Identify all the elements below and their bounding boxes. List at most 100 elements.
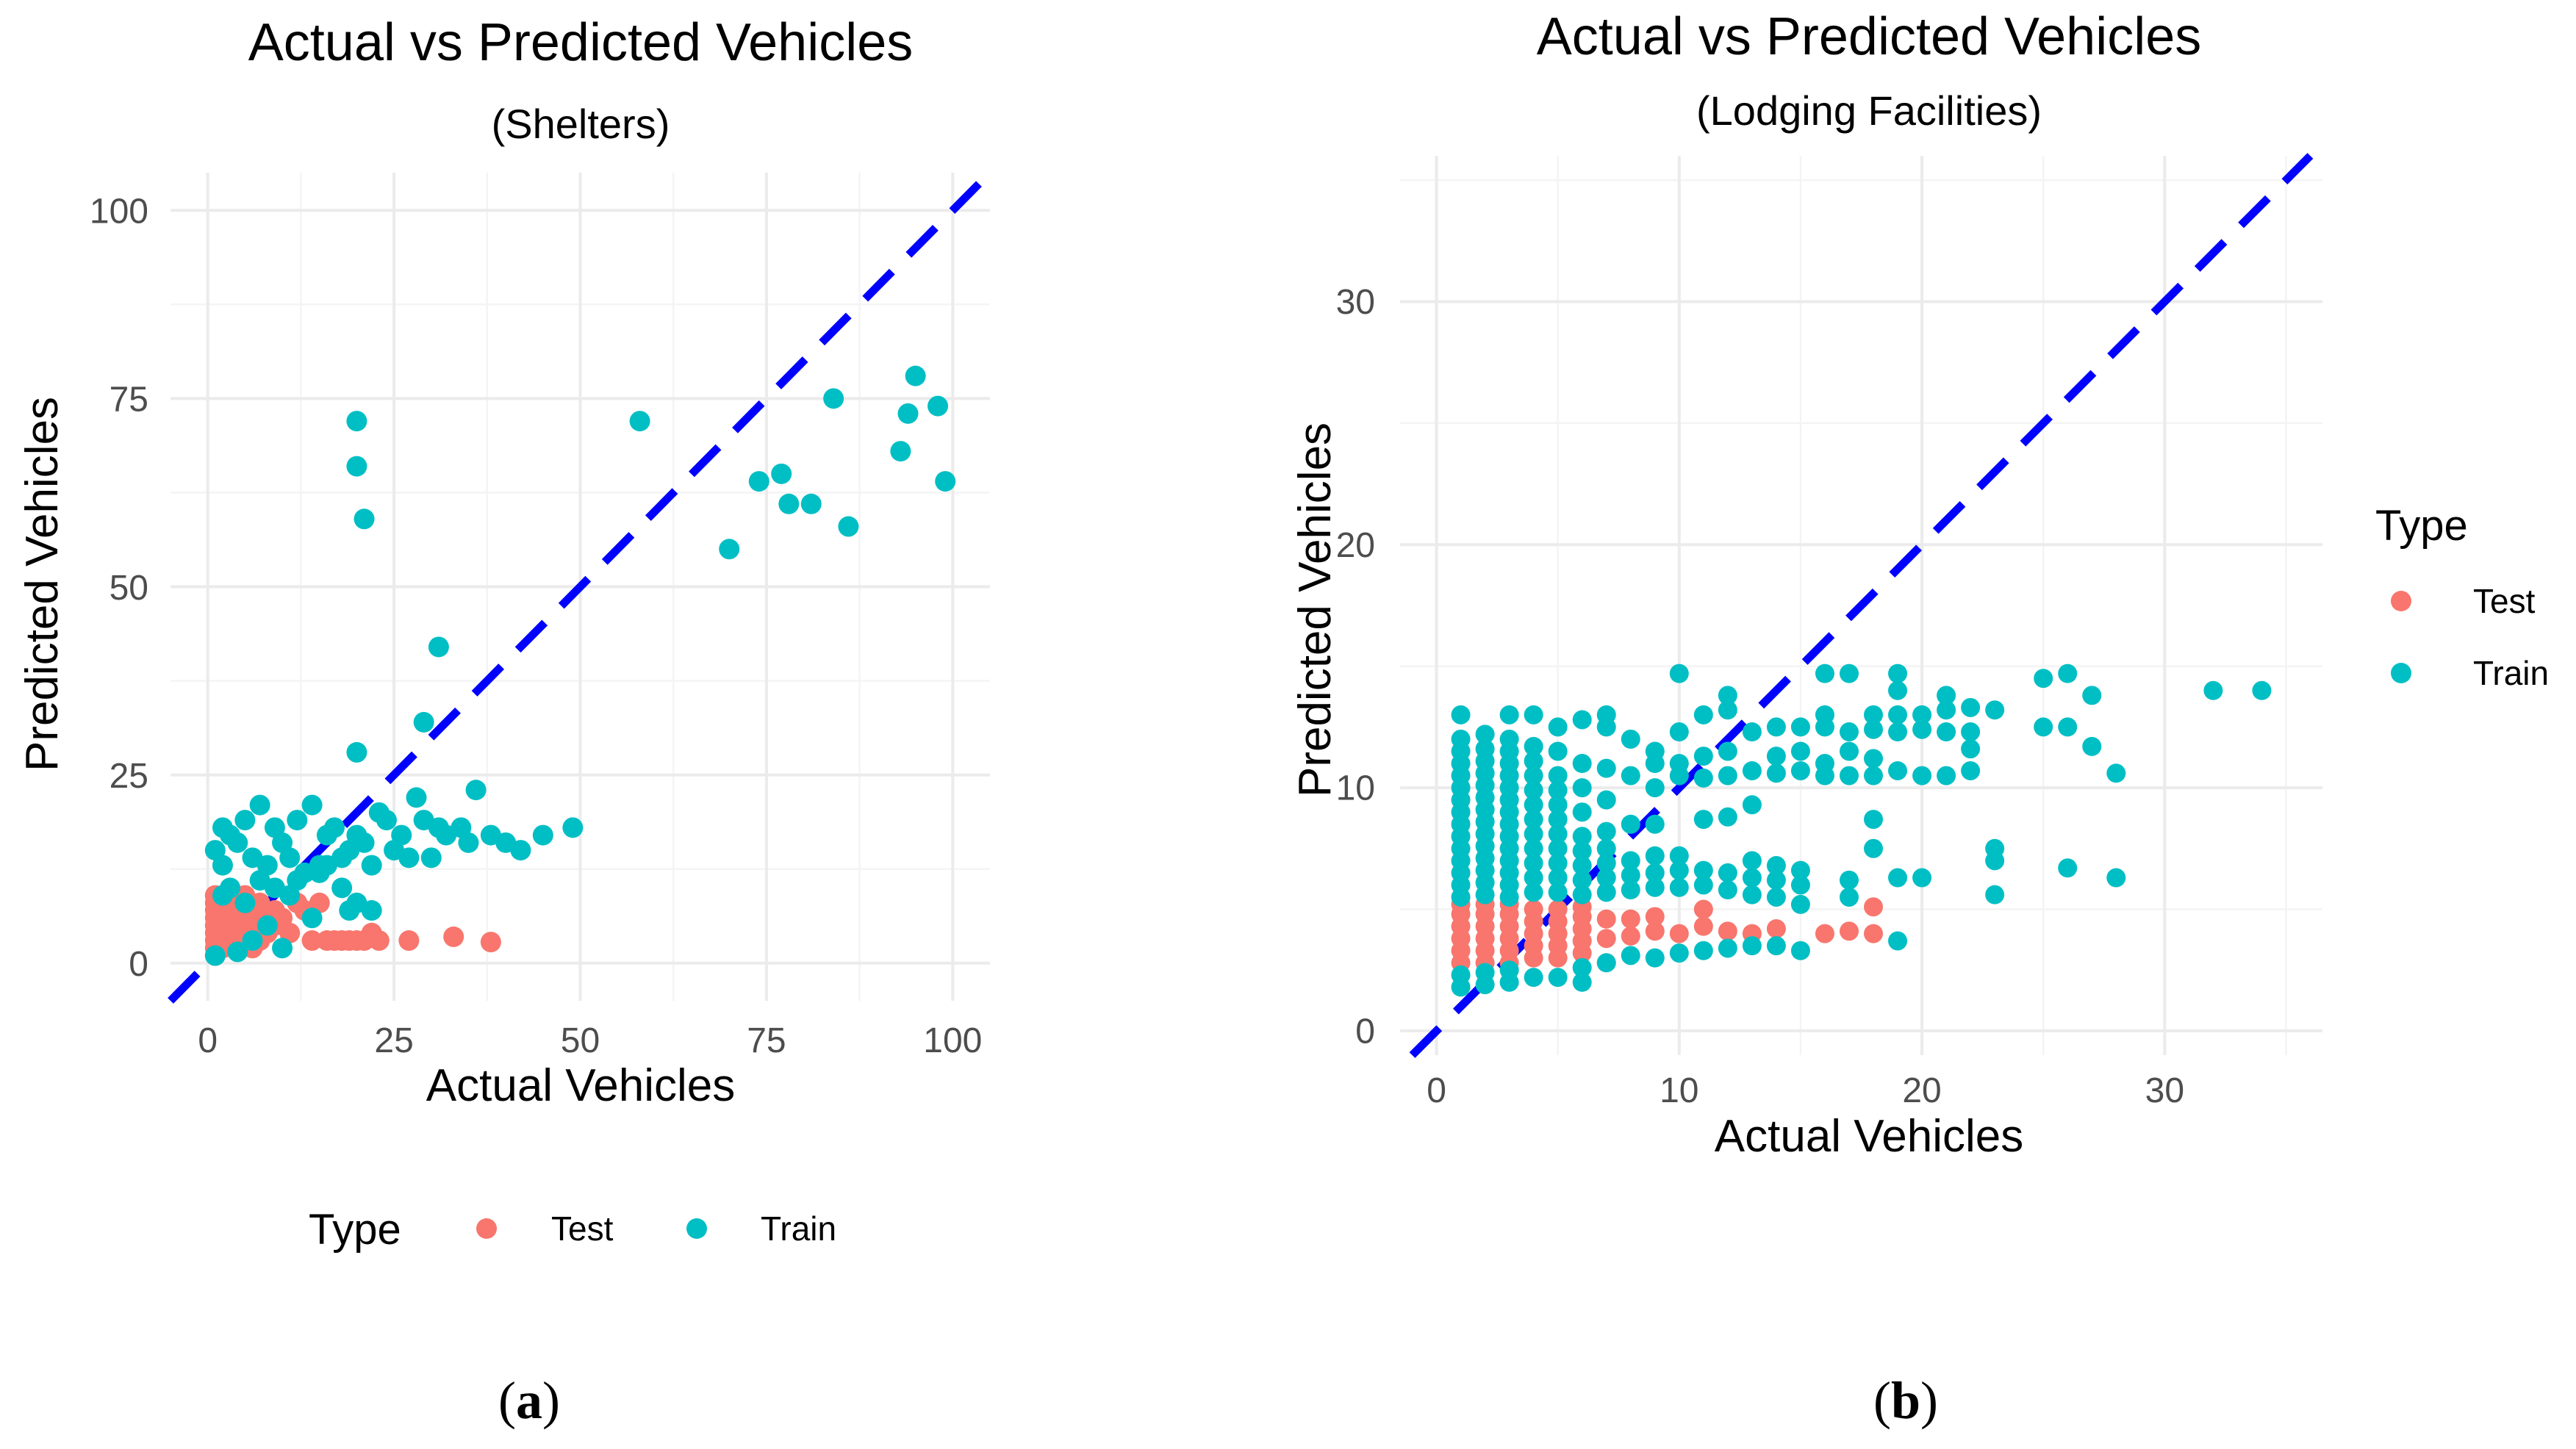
point-train [510, 840, 531, 861]
point-train [1693, 941, 1713, 960]
point-train [1718, 766, 1737, 785]
point-train [227, 832, 248, 853]
point-train [1621, 866, 1640, 885]
point-train [1524, 751, 1543, 771]
point-train [1475, 963, 1495, 982]
panel-b-tick-labels: 0 10 20 30 0 10 20 30 [1336, 283, 2184, 1110]
point-train [2058, 717, 2078, 737]
y-tick-label: 0 [129, 945, 148, 984]
point-train [1766, 887, 1786, 907]
point-train [1475, 739, 1495, 759]
y-tick-label: 20 [1336, 526, 1375, 565]
legend-test-marker [2391, 591, 2411, 611]
point-train [1742, 722, 1762, 742]
point-train [1572, 870, 1592, 890]
point-train [391, 824, 412, 846]
panel-b-caption-letter: b [1891, 1371, 1920, 1430]
point-train [1790, 741, 1810, 761]
point-train [1742, 885, 1762, 905]
point-train [1742, 851, 1762, 871]
point-train [234, 810, 256, 831]
point-train [361, 855, 382, 876]
point-train [1669, 664, 1689, 683]
point-train [838, 516, 859, 537]
point-test [1693, 899, 1713, 919]
point-test [1766, 918, 1786, 938]
point-train [1548, 882, 1568, 902]
point-train [458, 832, 479, 853]
point-train [1790, 875, 1810, 895]
point-test [1864, 897, 1884, 917]
panel-a-legend-train-label: Train [761, 1209, 836, 1248]
point-train [1790, 761, 1810, 780]
y-tick-label: 0 [1355, 1012, 1375, 1051]
point-train [1596, 705, 1616, 724]
point-train [1718, 880, 1737, 900]
point-train [1766, 870, 1786, 890]
point-train [1912, 705, 1932, 724]
point-test [398, 930, 420, 952]
point-train [1499, 960, 1519, 980]
panel-a-title: Actual vs Predicted Vehicles [248, 13, 913, 72]
x-tick-label: 25 [374, 1021, 413, 1060]
point-train [1669, 722, 1689, 742]
point-train [1985, 700, 2005, 720]
point-train [1864, 749, 1884, 769]
point-train [406, 787, 427, 808]
point-train [420, 847, 442, 869]
point-test [1839, 921, 1859, 941]
point-train [1693, 747, 1713, 766]
point-train [1572, 957, 1592, 977]
panel-a-y-axis-title: Predicted Vehicles [17, 397, 68, 772]
point-train [1961, 697, 1981, 717]
point-train [1451, 705, 1471, 724]
point-train [1888, 680, 1908, 700]
point-train [1621, 766, 1640, 785]
point-train [1548, 741, 1568, 761]
point-train [1572, 710, 1592, 730]
point-train [1548, 968, 1568, 988]
point-train [1524, 795, 1543, 815]
panel-a-legend-test-label: Test [551, 1209, 614, 1248]
point-train [1524, 882, 1543, 902]
panel-b-points [1451, 664, 2272, 997]
point-train [719, 539, 740, 560]
point-train [1596, 853, 1616, 873]
point-train [778, 493, 800, 514]
panel-a-caption-letter: a [516, 1371, 542, 1430]
panel-b-subtitle: (Lodging Facilities) [1696, 87, 2042, 134]
point-train [1548, 838, 1568, 858]
point-train [204, 945, 226, 966]
point-train [428, 636, 449, 658]
y-tick-label: 100 [90, 193, 148, 231]
point-train [1645, 846, 1665, 866]
point-train [1839, 887, 1859, 907]
point-test [1621, 926, 1640, 946]
point-train [1839, 741, 1859, 761]
point-train [1742, 868, 1762, 888]
point-train [1912, 868, 1932, 888]
point-train [1742, 761, 1762, 780]
point-train [1572, 827, 1592, 846]
point-test [1645, 907, 1665, 927]
point-train [1621, 851, 1640, 871]
point-train [1669, 943, 1689, 963]
point-train [1815, 705, 1834, 724]
chart-panel-b: 0 10 20 30 0 10 20 30 Actual vs Predicted Vehic… [1290, 7, 2549, 1430]
x-tick-label: 100 [923, 1021, 982, 1060]
point-train [361, 900, 382, 921]
point-train [1718, 700, 1737, 720]
point-test [1718, 921, 1737, 941]
y-tick-label: 10 [1336, 769, 1375, 808]
point-train [1693, 875, 1713, 895]
point-train [354, 832, 375, 853]
point-train [1888, 761, 1908, 780]
point-train [1766, 747, 1786, 766]
point-train [1766, 763, 1786, 783]
point-train [890, 441, 911, 462]
point-train [1669, 877, 1689, 897]
panel-a-x-axis-title: Actual Vehicles [426, 1060, 735, 1111]
point-train [1524, 705, 1543, 724]
point-test [1524, 899, 1543, 919]
